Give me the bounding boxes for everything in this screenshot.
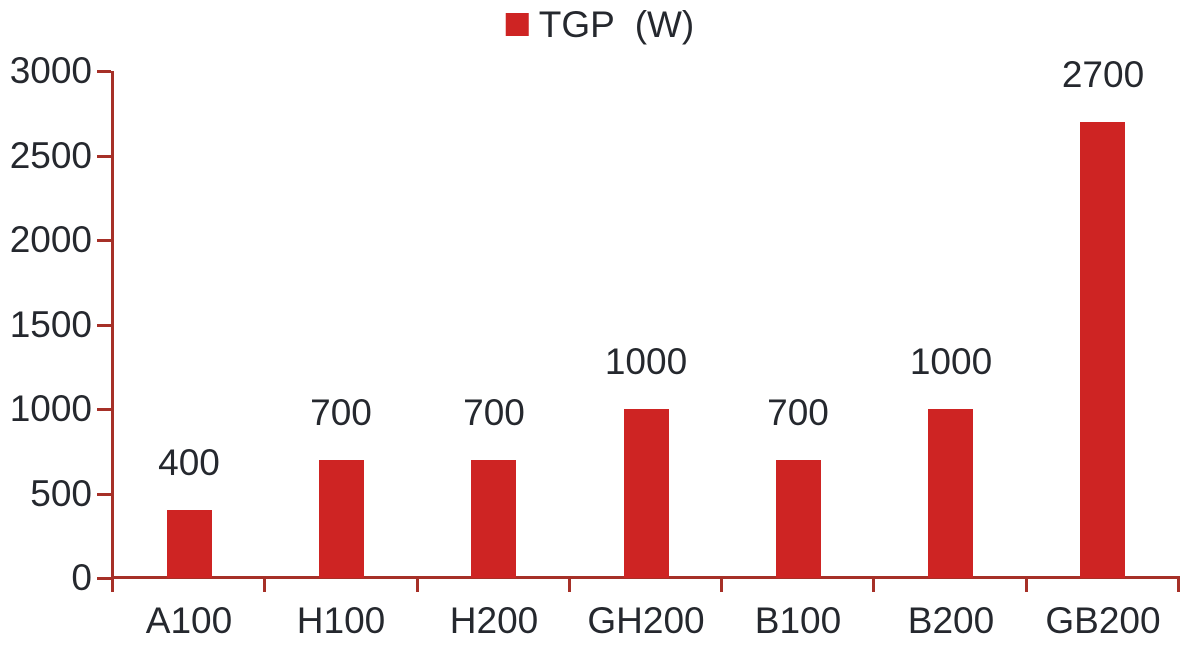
y-tick <box>97 70 111 73</box>
bar-value-label: 400 <box>158 442 220 483</box>
y-axis-label: 500 <box>30 473 92 514</box>
y-axis-label: 2500 <box>9 135 92 176</box>
x-axis-label: B200 <box>907 600 995 641</box>
y-axis <box>111 71 114 579</box>
y-tick <box>97 408 111 411</box>
y-tick <box>97 324 111 327</box>
legend-swatch-icon <box>505 13 529 36</box>
x-tick <box>111 578 114 592</box>
bar-value-label: 700 <box>767 392 829 433</box>
y-axis-label: 0 <box>71 557 92 598</box>
y-tick <box>97 577 111 580</box>
y-axis-label: 1000 <box>9 388 92 429</box>
x-axis-label: H200 <box>449 600 539 641</box>
y-tick <box>97 239 111 242</box>
x-tick <box>568 578 571 592</box>
x-tick <box>720 578 723 592</box>
x-tick <box>416 578 419 592</box>
x-axis-label: H100 <box>296 600 386 641</box>
bar-value-label: 2700 <box>1061 54 1145 95</box>
legend-label: TGP (W) <box>538 4 695 45</box>
legend: TGP (W) <box>505 4 695 45</box>
bar-h100 <box>319 460 364 578</box>
bar-value-label: 1000 <box>604 341 688 382</box>
x-tick <box>872 578 875 592</box>
bar-b200 <box>928 409 973 578</box>
y-tick <box>97 155 111 158</box>
x-axis-label: B100 <box>754 600 842 641</box>
y-axis-label: 2000 <box>9 219 92 260</box>
bar-gh200 <box>624 409 669 578</box>
bar-gb200 <box>1080 122 1125 578</box>
bar-h200 <box>471 460 516 578</box>
bar-value-label: 700 <box>310 392 372 433</box>
y-axis-label: 3000 <box>9 50 92 91</box>
x-tick <box>1177 578 1180 592</box>
x-axis-label: GB200 <box>1045 600 1161 641</box>
x-axis-label: A100 <box>145 600 233 641</box>
y-tick <box>97 493 111 496</box>
bar-value-label: 700 <box>463 392 525 433</box>
x-axis-label: GH200 <box>587 600 705 641</box>
bar-a100 <box>167 510 212 578</box>
bar-b100 <box>776 460 821 578</box>
y-axis-label: 1500 <box>9 304 92 345</box>
x-tick <box>263 578 266 592</box>
bar-value-label: 1000 <box>909 341 993 382</box>
x-tick <box>1025 578 1028 592</box>
